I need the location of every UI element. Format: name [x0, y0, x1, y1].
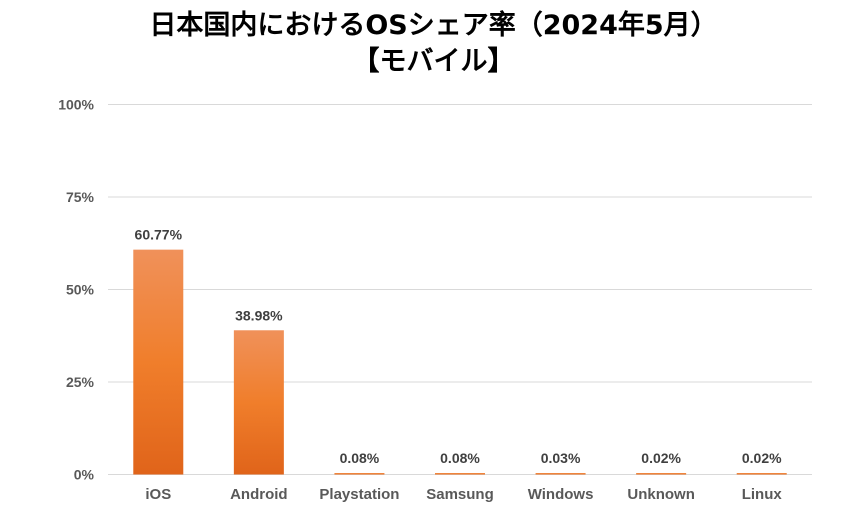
data-label-samsung: 0.08%	[440, 450, 480, 466]
bar-windows	[535, 473, 586, 475]
y-tick-label: 0%	[74, 467, 95, 483]
bar-linux	[736, 473, 787, 475]
data-label-android: 38.98%	[235, 307, 283, 323]
y-tick-label: 25%	[66, 374, 95, 390]
category-label-linux: Linux	[742, 486, 783, 503]
y-axis-ticks: 0% 25% 50% 75% 100%	[58, 97, 94, 483]
chart-subtitle: 【モバイル】	[352, 46, 515, 77]
bar-samsung	[435, 473, 485, 475]
data-label-playstation: 0.08%	[340, 450, 380, 466]
bar-android	[233, 330, 284, 475]
x-axis-categories: iOS Android Playstation Samsung Windows Unkno…	[145, 486, 782, 503]
bar-playstation	[334, 473, 385, 475]
y-tick-label: 75%	[66, 189, 95, 205]
y-tick-label: 100%	[58, 97, 94, 113]
category-label-ios: iOS	[145, 486, 171, 503]
category-label-playstation: Playstation	[319, 486, 399, 503]
chart-title: 日本国内におけるOSシェア率（2024年5月） 【モバイル】	[0, 8, 867, 80]
category-label-samsung: Samsung	[426, 486, 494, 503]
y-tick-label: 50%	[66, 282, 95, 298]
gridlines	[108, 104, 812, 475]
data-label-unknown: 0.02%	[641, 450, 681, 466]
category-label-unknown: Unknown	[627, 486, 695, 503]
data-label-linux: 0.02%	[742, 450, 782, 466]
bar-ios	[133, 249, 184, 475]
bar-unknown	[636, 473, 687, 475]
category-label-windows: Windows	[528, 486, 594, 503]
bars	[133, 249, 787, 475]
chart-title-main: 日本国内におけるOSシェア率（2024年5月）	[149, 10, 718, 41]
data-label-windows: 0.03%	[541, 450, 581, 466]
category-label-android: Android	[230, 486, 288, 503]
data-label-ios: 60.77%	[135, 227, 183, 243]
data-labels: 60.77% 38.98% 0.08% 0.08% 0.03% 0.02% 0.02%	[135, 227, 783, 466]
